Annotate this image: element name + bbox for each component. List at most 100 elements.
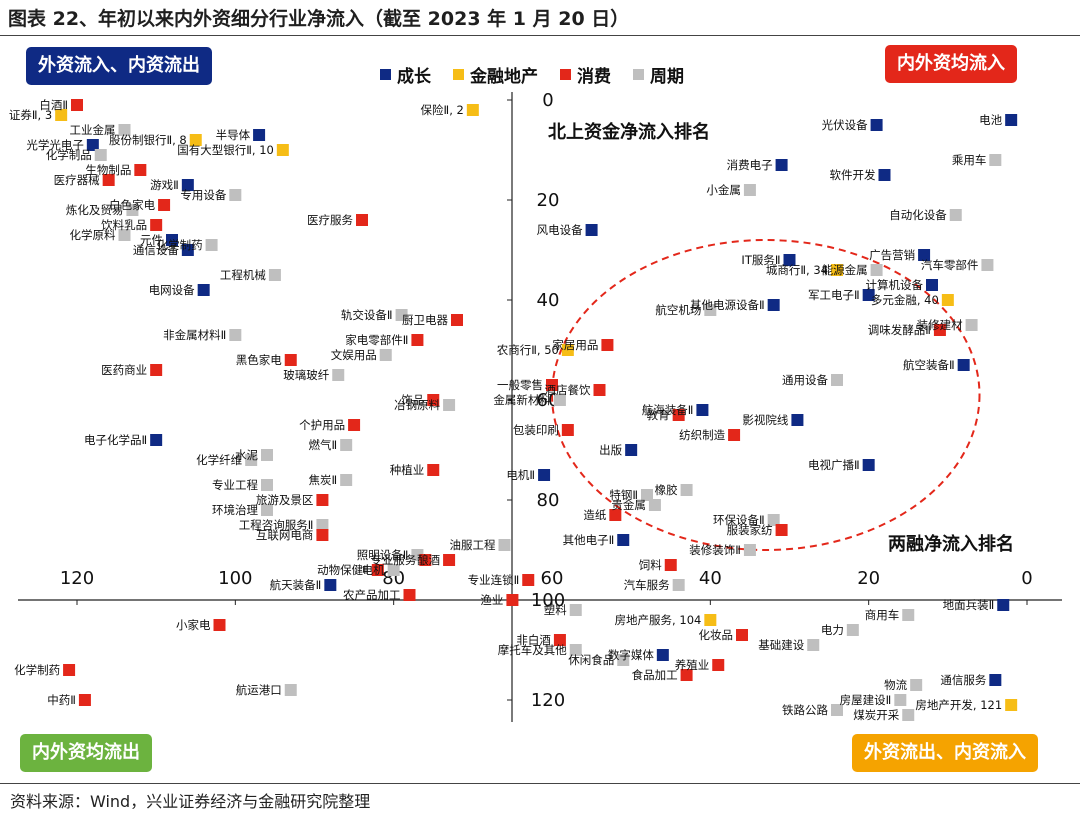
scatter-point <box>1005 114 1018 126</box>
point-label: 煤炭开采 <box>853 708 899 722</box>
scatter-point <box>229 189 242 201</box>
point-label: 休闲食品 <box>568 653 614 667</box>
point-label: 橡胶 <box>655 483 678 497</box>
scatter-point <box>926 279 938 291</box>
scatter-point <box>371 564 384 576</box>
scatter-point <box>86 139 99 151</box>
scatter-point <box>870 119 883 131</box>
point-label: 白酒Ⅱ <box>39 98 68 112</box>
legend-swatch-growth <box>380 69 391 80</box>
point-label: 农产品加工 <box>343 588 401 602</box>
legend-item-cyclical: 周期 <box>633 62 684 87</box>
point-label: 家居用品 <box>552 338 598 352</box>
point-label: 金属新材料 <box>493 393 551 407</box>
point-label: 工程机械 <box>220 268 266 282</box>
scatter-point <box>443 399 456 411</box>
point-label: 能源金属 <box>822 263 868 277</box>
point-label: 油服工程 <box>450 538 496 552</box>
scatter-point <box>561 344 574 356</box>
legend-item-consumer: 消费 <box>560 62 611 87</box>
y-tick-label: 60 <box>537 390 560 411</box>
point-label: 医疗服务 <box>307 213 353 227</box>
point-label: 轨交设备Ⅱ <box>341 308 393 322</box>
point-label: 汽车零部件 <box>921 258 979 272</box>
scatter-point <box>846 624 859 636</box>
scatter-point <box>743 184 756 196</box>
point-label: 小家电 <box>176 618 211 632</box>
scatter-point <box>166 234 178 246</box>
point-label: 纺织制造 <box>679 428 725 442</box>
scatter-point <box>553 634 566 646</box>
scatter-point <box>807 639 820 651</box>
scatter-point <box>268 269 281 281</box>
point-label: 广告营销 <box>869 248 915 262</box>
scatter-point <box>78 694 91 706</box>
quadrant-label-top-right: 内外资均流入 <box>885 45 1017 83</box>
scatter-point <box>181 179 194 191</box>
scatter-point <box>625 444 638 456</box>
point-label: 光伏设备 <box>822 118 868 132</box>
x-tick-label: 20 <box>857 568 880 589</box>
scatter-point <box>126 204 139 216</box>
point-label: 电网设备 <box>149 283 195 297</box>
point-label: 通信服务 <box>940 673 986 687</box>
scatter-point <box>672 579 685 591</box>
point-label: 证券Ⅱ, 3 <box>9 108 52 122</box>
point-label: 黑色家电 <box>236 353 282 367</box>
scatter-point <box>419 554 432 566</box>
scatter-point <box>316 529 329 541</box>
scatter-point <box>205 239 218 251</box>
point-label: 半导体 <box>216 128 251 142</box>
point-label: 文娱用品 <box>331 348 377 362</box>
scatter-point <box>767 299 780 311</box>
scatter-point <box>506 594 519 606</box>
scatter-point <box>316 519 329 531</box>
scatter-point <box>965 319 978 331</box>
scatter-point <box>71 99 83 111</box>
scatter-point <box>791 414 804 426</box>
scatter-point <box>403 589 416 601</box>
point-label: 工业金属 <box>70 123 116 137</box>
y-tick-label: 100 <box>531 590 565 611</box>
point-label: 计算机设备 <box>866 278 924 292</box>
scatter-point <box>656 649 669 661</box>
point-label: 软件开发 <box>830 168 876 182</box>
point-label: 服装家纺 <box>727 523 773 537</box>
point-label: 电子化学品Ⅱ <box>84 433 147 447</box>
point-label: 化学制品 <box>46 148 92 162</box>
title-divider <box>0 35 1080 36</box>
scatter-point <box>324 579 337 591</box>
scatter-point <box>664 559 677 571</box>
point-label: 非白酒 <box>516 633 551 647</box>
y-tick-label: 80 <box>537 490 560 511</box>
point-label: 光学光电子 <box>26 138 84 152</box>
scatter-point <box>229 329 242 341</box>
y-tick-label: 120 <box>531 690 565 711</box>
scatter-point <box>451 314 463 326</box>
scatter-point <box>997 599 1010 611</box>
figure-source: 资料来源：Wind，兴业证券经济与金融研究院整理 <box>10 792 371 811</box>
point-label: 小金属 <box>706 183 741 197</box>
point-label: 装修建材 <box>917 318 963 332</box>
legend-item-growth: 成长 <box>380 62 431 87</box>
scatter-point <box>775 524 788 536</box>
point-label: 动物保健Ⅱ <box>317 563 369 577</box>
scatter-point <box>617 654 630 666</box>
point-label: 环境治理 <box>212 503 258 517</box>
scatter-point <box>831 264 843 276</box>
point-label: 自动化设备 <box>889 208 947 222</box>
scatter-point <box>102 174 115 186</box>
scatter-point <box>150 219 163 231</box>
scatter-point <box>767 514 780 526</box>
point-label: 电机Ⅱ <box>506 468 535 482</box>
scatter-point <box>989 674 1002 686</box>
scatter-point <box>213 619 226 631</box>
legend-label-finance: 金融地产 <box>470 67 538 87</box>
point-label: 通用设备 <box>782 373 828 387</box>
point-label: 多元金融, 40 <box>871 293 939 307</box>
scatter-point <box>680 669 693 681</box>
quadrant-label-bottom-right: 外资流出、内资流入 <box>852 734 1038 772</box>
point-label: 饮料乳品 <box>101 218 147 232</box>
scatter-point <box>878 169 891 181</box>
scatter-point <box>783 254 796 266</box>
